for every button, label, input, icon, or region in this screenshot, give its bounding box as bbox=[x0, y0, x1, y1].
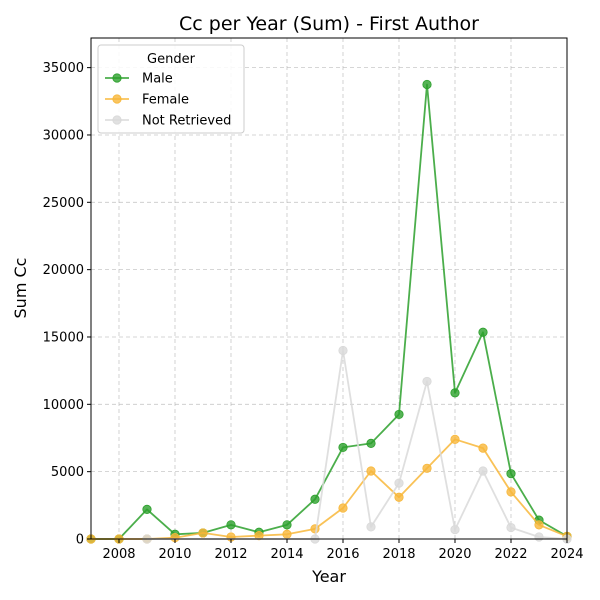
x-tick-label: 2020 bbox=[438, 547, 471, 562]
data-point-female bbox=[478, 443, 488, 453]
plot-frame bbox=[90, 37, 568, 540]
legend: Gender Male Female Not Retrieved bbox=[97, 44, 245, 134]
legend-label: Male bbox=[142, 72, 173, 87]
axis-ticks: 2008 2010 2012 2014 2016 2018 2020 2022 2024 0 500… bbox=[43, 61, 584, 562]
y-tick-label: 20000 bbox=[43, 263, 84, 278]
data-point-not-retrieved bbox=[534, 532, 544, 542]
data-point-female bbox=[338, 503, 348, 513]
data-point-not-retrieved bbox=[478, 466, 488, 476]
y-tick-label: 15000 bbox=[43, 330, 84, 345]
series-line-male bbox=[91, 83, 568, 540]
x-tick-label: 2012 bbox=[214, 547, 247, 562]
data-point-male bbox=[310, 494, 320, 504]
y-tick-label: 0 bbox=[76, 533, 84, 548]
data-point-female bbox=[450, 434, 460, 444]
y-tick-label: 30000 bbox=[43, 128, 84, 143]
chart-title: Cc per Year (Sum) - First Author bbox=[179, 13, 479, 35]
legend-marker bbox=[112, 94, 122, 104]
x-tick-label: 2008 bbox=[102, 547, 135, 562]
x-tick-label: 2010 bbox=[158, 547, 191, 562]
x-tick-label: 2022 bbox=[494, 547, 527, 562]
data-point-not-retrieved bbox=[450, 524, 460, 535]
data-point-male bbox=[338, 442, 348, 453]
x-axis-label: Year bbox=[311, 567, 346, 586]
legend-label: Female bbox=[142, 93, 189, 108]
data-point-male bbox=[506, 469, 516, 479]
data-point-female bbox=[394, 492, 404, 502]
data-point-not-retrieved bbox=[394, 478, 404, 488]
data-point-male bbox=[226, 520, 236, 530]
data-point-female bbox=[198, 528, 208, 538]
y-tick-label: 25000 bbox=[43, 196, 84, 211]
x-tick-label: 2016 bbox=[326, 547, 359, 562]
data-point-not-retrieved bbox=[338, 345, 348, 356]
data-point-not-retrieved bbox=[366, 522, 376, 532]
legend-entry-not-retrieved: Not Retrieved bbox=[105, 114, 231, 129]
data-point-male bbox=[478, 327, 488, 337]
y-tick-label: 35000 bbox=[43, 61, 84, 76]
legend-label: Not Retrieved bbox=[142, 114, 231, 129]
data-point-female bbox=[366, 466, 376, 476]
data-point-male bbox=[282, 520, 292, 530]
x-tick-label: 2018 bbox=[382, 547, 415, 562]
data-point-female bbox=[534, 520, 544, 530]
data-point-male bbox=[366, 438, 376, 448]
data-point-not-retrieved bbox=[422, 376, 432, 387]
data-point-male bbox=[422, 79, 432, 90]
y-tick-label: 5000 bbox=[51, 465, 84, 480]
legend-entries: Male Female Not Retrieved bbox=[105, 72, 231, 129]
legend-entry-female: Female bbox=[105, 93, 189, 108]
data-point-female bbox=[310, 524, 320, 534]
data-point-male bbox=[450, 388, 460, 398]
legend-marker bbox=[112, 73, 122, 83]
data-point-female bbox=[422, 463, 432, 473]
legend-box bbox=[97, 44, 245, 134]
x-tick-label: 2024 bbox=[550, 547, 583, 562]
y-axis-label: Sum Cc bbox=[11, 258, 30, 319]
data-point-male bbox=[142, 504, 152, 514]
y-tick-label: 10000 bbox=[43, 398, 84, 413]
x-tick-label: 2014 bbox=[270, 547, 303, 562]
data-point-not-retrieved bbox=[506, 522, 516, 533]
data-point-female bbox=[506, 487, 516, 497]
series-line-female bbox=[91, 438, 568, 540]
legend-title: Gender bbox=[147, 52, 196, 67]
legend-entry-male: Male bbox=[105, 72, 173, 87]
legend-marker bbox=[112, 115, 122, 125]
data-point-male bbox=[394, 409, 404, 420]
series-female bbox=[86, 434, 572, 544]
data-point-female bbox=[282, 529, 292, 539]
